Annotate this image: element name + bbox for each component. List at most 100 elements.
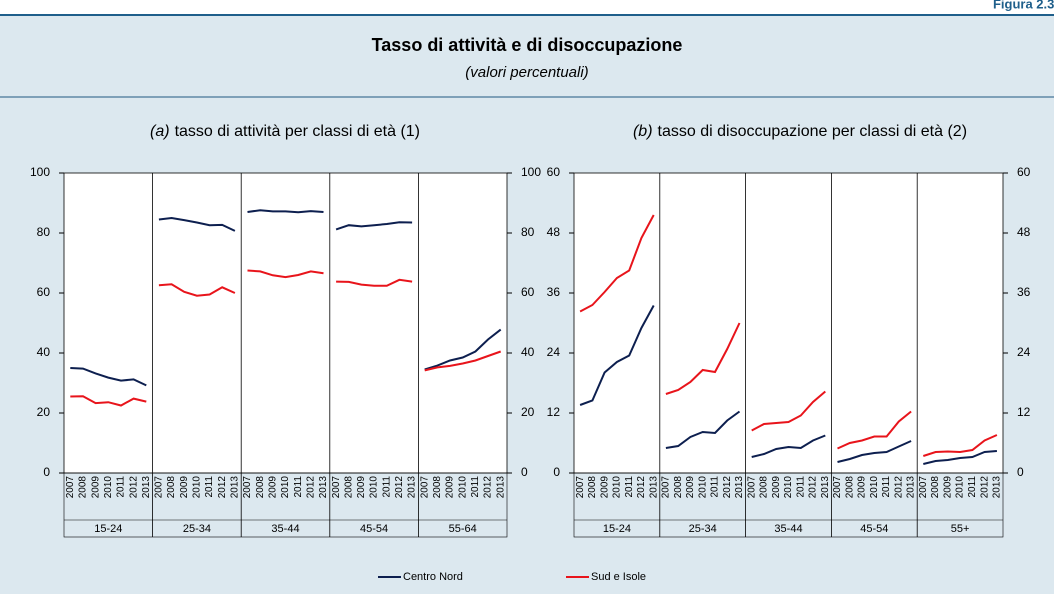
y-tick-label: 20 (37, 405, 51, 419)
x-tick-label: 2007 (575, 476, 586, 499)
x-tick-label: 2007 (242, 476, 253, 499)
series-line (247, 209, 324, 214)
x-tick-label: 2009 (356, 476, 367, 499)
group-label: 25-34 (183, 523, 211, 535)
plot-area (63, 172, 508, 474)
series-line (837, 440, 912, 463)
x-tick-label: 2009 (445, 476, 456, 499)
legend-label: Sud e Isole (591, 571, 646, 583)
series-line (158, 283, 236, 297)
x-tick-label: 2009 (685, 476, 696, 499)
x-tick-label: 2008 (759, 476, 770, 499)
x-tick-label: 2012 (979, 476, 990, 499)
x-tick-label: 2008 (343, 476, 354, 499)
y-tick-label: 12 (547, 405, 561, 419)
chart-title: (a) tasso di attività per classi di età (… (150, 123, 420, 140)
series-line (665, 322, 741, 395)
series-line (579, 305, 655, 406)
group-label: 55+ (951, 523, 970, 535)
y-tick-label: 40 (37, 345, 51, 359)
x-tick-label: 2008 (930, 476, 941, 499)
x-tick-label: 2008 (255, 476, 266, 499)
x-tick-label: 2007 (918, 476, 929, 499)
y2-tick-label: 60 (1017, 165, 1031, 179)
y2-tick-label: 0 (1017, 465, 1024, 479)
x-tick-label: 2013 (734, 476, 745, 499)
x-tick-label: 2009 (771, 476, 782, 499)
x-tick-label: 2010 (457, 476, 468, 499)
x-tick-label: 2010 (280, 476, 291, 499)
series-line (336, 278, 413, 287)
x-tick-label: 2012 (893, 476, 904, 499)
x-tick-label: 2008 (166, 476, 177, 499)
y2-tick-label: 12 (1017, 405, 1031, 419)
x-tick-label: 2012 (636, 476, 647, 499)
series-line (70, 395, 147, 407)
x-tick-label: 2008 (432, 476, 443, 499)
x-tick-label: 2010 (192, 476, 203, 499)
x-tick-label: 2010 (869, 476, 880, 499)
series-line (923, 450, 997, 465)
x-tick-label: 2013 (407, 476, 418, 499)
x-tick-label: 2011 (293, 476, 304, 498)
y-tick-label: 80 (37, 225, 51, 239)
x-tick-label: 2013 (648, 476, 659, 499)
x-tick-label: 2011 (795, 476, 806, 498)
chart-title: (b) tasso di disoccupazione per classi di… (633, 123, 967, 140)
figure-label: Figura 2.3. (993, 0, 1054, 11)
group-label: 15-24 (603, 523, 631, 535)
series-line (837, 410, 912, 450)
series-line (424, 328, 502, 371)
x-tick-label: 2007 (331, 476, 342, 499)
x-tick-label: 2012 (483, 476, 494, 499)
x-tick-label: 2012 (305, 476, 316, 499)
series-line (579, 214, 655, 313)
category-axis-box (63, 472, 508, 538)
x-tick-label: 2011 (204, 476, 215, 498)
category-axis-box (573, 472, 1004, 538)
y2-tick-label: 24 (1017, 345, 1031, 359)
x-tick-label: 2012 (217, 476, 228, 499)
group-label: 35-44 (271, 523, 299, 535)
group-label: 35-44 (774, 523, 802, 535)
x-tick-label: 2009 (942, 476, 953, 499)
y2-tick-label: 0 (521, 465, 528, 479)
plot-area (573, 172, 1004, 474)
x-tick-label: 2013 (992, 476, 1003, 499)
series-line (665, 410, 741, 449)
x-tick-label: 2013 (495, 476, 506, 499)
chart-title-text: tasso di disoccupazione per classi di et… (658, 123, 968, 140)
chart-title-text: tasso di attività per classi di età (1) (175, 123, 420, 140)
x-tick-label: 2007 (65, 476, 76, 499)
subtitle: (valori percentuali) (465, 64, 588, 81)
x-tick-label: 2010 (697, 476, 708, 499)
x-tick-label: 2010 (612, 476, 623, 499)
x-tick-label: 2012 (722, 476, 733, 499)
group-label: 45-54 (360, 523, 388, 535)
y2-tick-label: 80 (521, 225, 535, 239)
series-line (922, 434, 998, 457)
series-line (751, 390, 826, 432)
x-tick-label: 2011 (710, 476, 721, 498)
x-tick-label: 2013 (318, 476, 329, 499)
x-tick-label: 2010 (955, 476, 966, 499)
x-tick-label: 2012 (128, 476, 139, 499)
y-tick-label: 24 (547, 345, 561, 359)
x-tick-label: 2011 (116, 476, 127, 498)
x-tick-label: 2007 (746, 476, 757, 499)
x-tick-label: 2010 (369, 476, 380, 499)
x-tick-label: 2007 (419, 476, 430, 499)
x-tick-label: 2008 (78, 476, 89, 499)
series-line (335, 221, 413, 231)
x-tick-label: 2013 (906, 476, 917, 499)
chart-title-prefix: (a) (150, 123, 170, 140)
y2-tick-label: 100 (521, 165, 541, 179)
series-line (247, 269, 324, 279)
y-tick-label: 100 (30, 165, 50, 179)
y-tick-label: 60 (547, 165, 561, 179)
legend-label: Centro Nord (403, 571, 463, 583)
x-tick-label: 2008 (844, 476, 855, 499)
x-tick-label: 2009 (90, 476, 101, 499)
y2-tick-label: 48 (1017, 225, 1031, 239)
